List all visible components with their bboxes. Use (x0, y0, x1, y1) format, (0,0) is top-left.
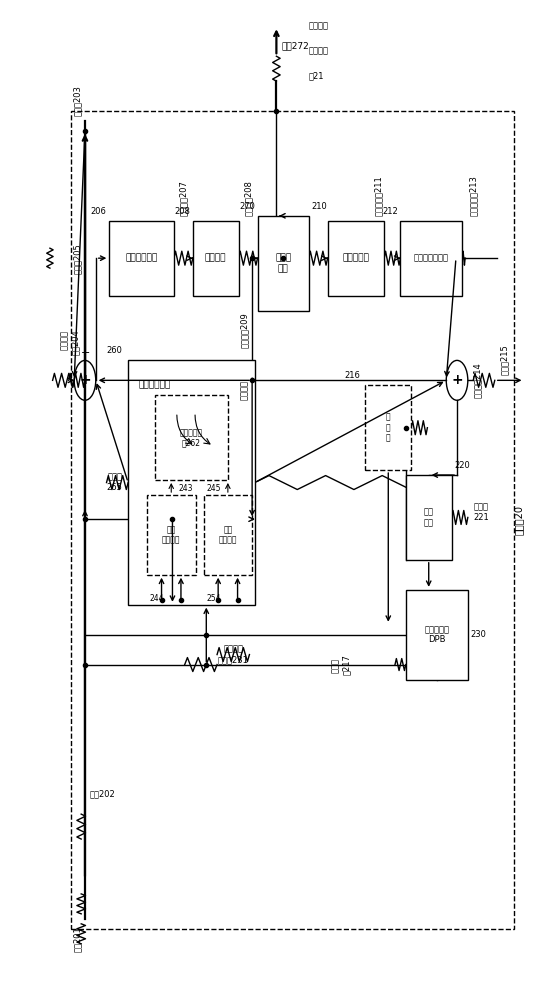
Text: 量化系数209: 量化系数209 (241, 313, 249, 348)
Text: 212: 212 (382, 207, 398, 216)
Text: 重构单元214: 重构单元214 (473, 362, 482, 398)
Text: 经熵编码: 经熵编码 (309, 21, 329, 30)
FancyBboxPatch shape (147, 495, 196, 575)
Text: 据21: 据21 (309, 71, 324, 80)
Text: 预测元素: 预测元素 (241, 380, 249, 400)
FancyBboxPatch shape (109, 221, 174, 296)
FancyBboxPatch shape (406, 475, 451, 560)
Text: 帧内
预测单元: 帧内 预测单元 (162, 525, 180, 545)
Text: 243: 243 (178, 484, 193, 493)
Text: 244: 244 (150, 594, 164, 603)
FancyBboxPatch shape (204, 495, 252, 575)
Text: 206: 206 (91, 207, 107, 216)
FancyBboxPatch shape (193, 221, 238, 296)
Text: 变换系数207: 变换系数207 (179, 180, 188, 216)
FancyBboxPatch shape (327, 221, 384, 296)
Text: −: − (81, 348, 90, 358)
Text: 逆变换处理单元: 逆变换处理单元 (414, 254, 449, 263)
Text: 残差块205: 残差块205 (73, 243, 82, 274)
Text: 参考样
本217: 参考样 本217 (331, 655, 351, 675)
FancyBboxPatch shape (155, 395, 228, 480)
FancyBboxPatch shape (257, 216, 309, 311)
Text: 滤波块
221: 滤波块 221 (473, 503, 489, 522)
Text: 预测处理单元: 预测处理单元 (139, 380, 171, 389)
Text: 重构块215: 重构块215 (500, 345, 509, 375)
Text: 245: 245 (207, 484, 221, 493)
Text: 输出272: 输出272 (282, 42, 309, 51)
Text: 环路
滤波: 环路 滤波 (424, 508, 434, 527)
Text: 变换处理单元: 变换处理单元 (125, 254, 158, 263)
Text: 滤
波
器: 滤 波 器 (386, 413, 391, 443)
Text: 208: 208 (174, 207, 190, 216)
Text: 逆量化单元: 逆量化单元 (343, 254, 369, 263)
Text: 重建残差块213: 重建残差块213 (469, 175, 478, 216)
FancyBboxPatch shape (406, 590, 468, 680)
Text: 预测块
265: 预测块 265 (107, 473, 122, 492)
Text: 量化系数208: 量化系数208 (243, 180, 253, 216)
Text: 260: 260 (107, 346, 122, 355)
Text: +: + (79, 373, 91, 387)
Text: 残差计算
单元204: 残差计算 单元204 (60, 330, 80, 355)
Text: 图片201: 图片201 (73, 926, 82, 952)
Text: 模式选择单
元262: 模式选择单 元262 (180, 428, 203, 447)
Text: 量化单元: 量化单元 (205, 254, 227, 263)
Text: 210: 210 (312, 202, 327, 211)
Text: 输入202: 输入202 (89, 790, 115, 799)
Text: 216: 216 (344, 371, 360, 380)
Text: 230: 230 (470, 630, 486, 639)
Text: 的图像数: 的图像数 (309, 46, 329, 55)
Text: 图像块203: 图像块203 (73, 85, 82, 116)
Text: 图片缓存器
DPB: 图片缓存器 DPB (424, 625, 449, 644)
Text: 经解码后
的图像231: 经解码后 的图像231 (218, 645, 249, 664)
Text: 熵编码
单元: 熵编码 单元 (275, 253, 291, 273)
Text: 270: 270 (239, 202, 255, 211)
Text: +: + (451, 373, 463, 387)
Text: 编码器20: 编码器20 (514, 505, 524, 535)
Text: 反量化系数211: 反量化系数211 (373, 175, 383, 216)
Text: 帧间
预测单元: 帧间 预测单元 (218, 525, 237, 545)
FancyBboxPatch shape (128, 360, 255, 605)
Text: 220: 220 (454, 461, 470, 470)
Text: 254: 254 (207, 594, 221, 603)
FancyBboxPatch shape (401, 221, 462, 296)
FancyBboxPatch shape (365, 385, 411, 470)
